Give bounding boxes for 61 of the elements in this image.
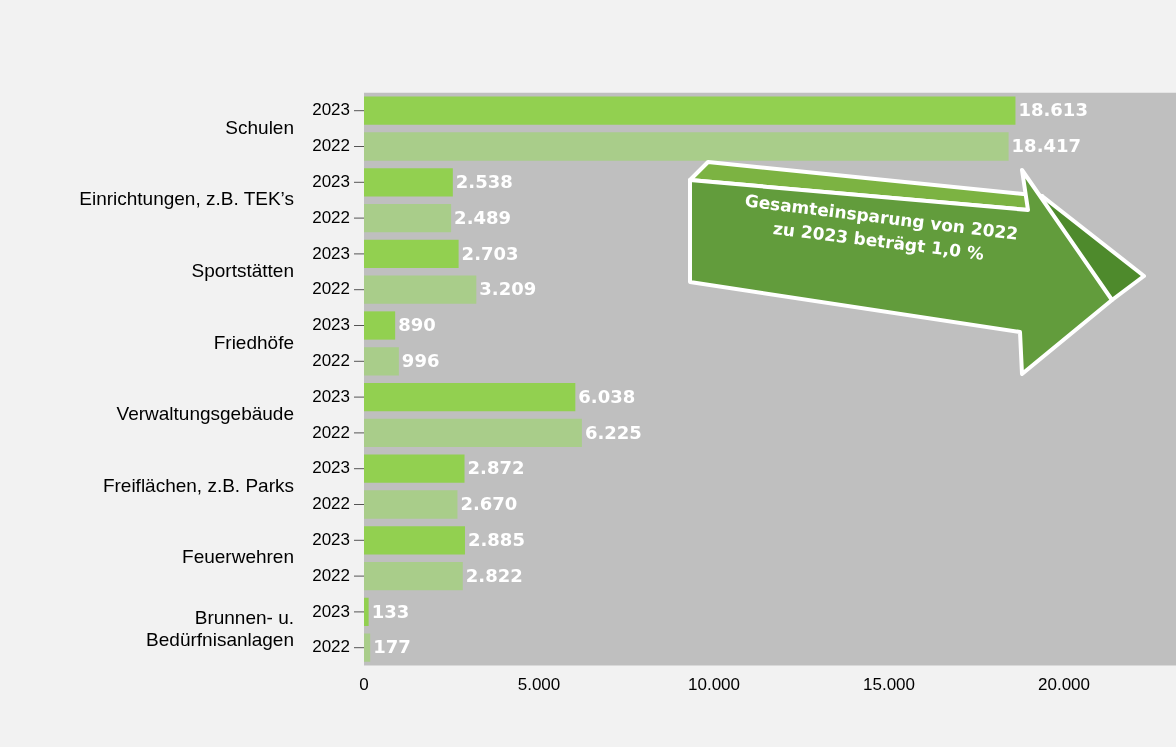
text: 2023 — [312, 601, 350, 621]
data-label: 2.822 — [465, 564, 523, 586]
data-label: 2.703 — [461, 242, 519, 264]
series-label: 2023 — [312, 100, 350, 120]
bar — [364, 311, 396, 340]
series-label: 2022 — [312, 136, 350, 156]
text: 2023 — [312, 386, 350, 406]
y-tick-label: Schulen — [225, 116, 294, 138]
bar — [364, 275, 477, 304]
bar — [364, 132, 1009, 161]
text: 2023 — [312, 315, 350, 335]
text: 2022 — [312, 207, 350, 227]
x-tick-label: 5.000 — [517, 675, 561, 695]
x-tick-label: 20.000 — [1038, 675, 1090, 695]
bar — [364, 418, 582, 448]
bar — [364, 168, 453, 197]
bar — [364, 597, 369, 627]
bar — [364, 96, 1016, 125]
data-label: 6.038 — [578, 385, 636, 407]
y-tick-label: Sportstätten — [191, 260, 294, 282]
bar — [364, 239, 459, 269]
bar — [364, 490, 458, 519]
data-label: 890 — [398, 314, 436, 336]
x-tick-label: 15.000 — [863, 675, 915, 695]
text: 2022 — [312, 494, 350, 514]
data-label: 2.670 — [460, 493, 518, 515]
text: 2023 — [312, 529, 350, 549]
y-tick-label: Verwaltungsgebäude — [116, 403, 294, 425]
text: 2022 — [312, 565, 350, 585]
data-label: 6.225 — [584, 421, 642, 443]
data-label: 2.538 — [455, 170, 513, 192]
bar — [364, 633, 371, 662]
text: 2022 — [312, 350, 350, 370]
data-label: 2.489 — [454, 206, 512, 228]
text: 2023 — [312, 243, 350, 263]
text: 2023 — [312, 458, 350, 478]
bar — [364, 347, 399, 376]
data-label: 3.209 — [479, 278, 537, 300]
bar — [364, 454, 465, 483]
bar — [364, 203, 452, 233]
bar — [364, 382, 576, 412]
data-label: 18.613 — [1018, 99, 1088, 121]
y-tick-label: Brunnen- u. Bedürfnisanlagen — [146, 606, 294, 651]
text: 2023 — [312, 171, 350, 191]
text: 2022 — [312, 422, 350, 442]
bar — [364, 561, 463, 591]
data-label: 133 — [371, 600, 410, 622]
data-label: 177 — [373, 636, 411, 658]
x-tick-label: 0 — [359, 675, 369, 695]
data-label: 2.872 — [467, 457, 525, 479]
x-tick-label: 10.000 — [688, 675, 740, 695]
y-tick-label: Einrichtungen, z.B. TEK’s — [79, 188, 294, 210]
data-label: 18.417 — [1011, 135, 1082, 157]
y-tick-label: Friedhöfe — [213, 331, 294, 353]
data-label: 2.885 — [467, 528, 525, 550]
y-tick-label: Freiflächen, z.B. Parks — [102, 474, 294, 496]
text: 2022 — [312, 279, 350, 299]
text: 2022 — [312, 637, 350, 657]
bar — [364, 526, 465, 555]
data-label: 996 — [401, 349, 440, 371]
y-tick-label: Feuerwehren — [182, 546, 294, 568]
